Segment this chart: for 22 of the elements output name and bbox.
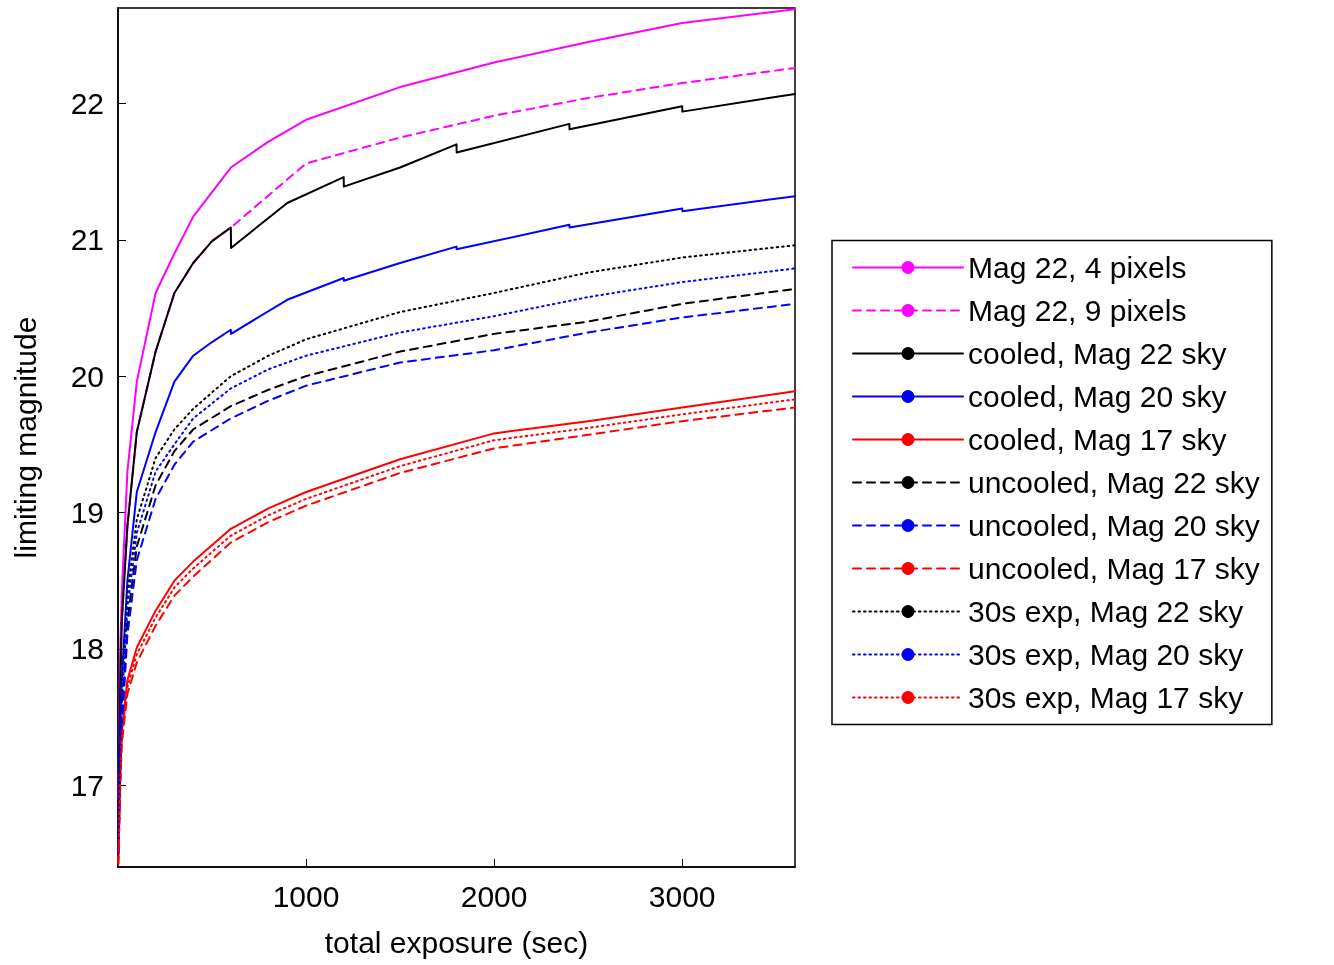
y-tick-label: 22 [70,86,104,120]
legend-label: 30s exp, Mag 20 sky [968,638,1244,671]
y-tick-label: 20 [70,359,104,393]
legend-label: Mag 22, 4 pixels [968,251,1187,284]
legend-label: 30s exp, Mag 22 sky [968,595,1244,628]
y-tick-label: 18 [70,632,104,666]
x-tick-label: 2000 [460,879,528,913]
legend-label: cooled, Mag 17 sky [968,423,1227,456]
legend-label: 30s exp, Mag 17 sky [968,681,1244,714]
y-axis-title: limiting magnitude [8,316,42,559]
legend-label: Mag 22, 9 pixels [968,294,1187,327]
x-axis-title: total exposure (sec) [324,925,589,959]
legend-label: cooled, Mag 22 sky [968,337,1227,370]
legend-label: uncooled, Mag 20 sky [968,509,1260,542]
y-tick-label: 21 [70,223,104,257]
legend-label: uncooled, Mag 17 sky [968,552,1260,585]
y-tick-label: 17 [70,768,104,802]
legend-label: cooled, Mag 20 sky [968,380,1227,413]
x-tick-label: 1000 [272,879,340,913]
legend-label: uncooled, Mag 22 sky [968,466,1260,499]
x-tick-label: 3000 [648,879,716,913]
y-tick-label: 19 [70,495,104,529]
